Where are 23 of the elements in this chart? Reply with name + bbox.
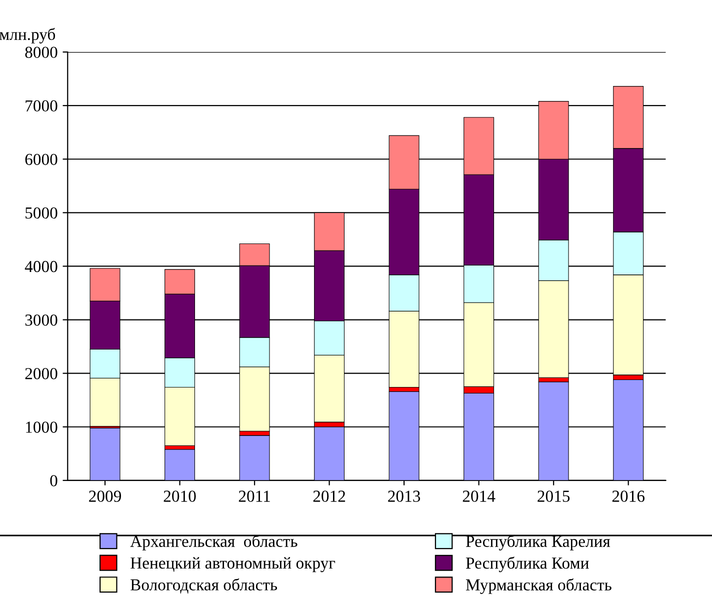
legend-label: Республика Карелия bbox=[466, 534, 610, 550]
x-tick-label: 2015 bbox=[538, 490, 570, 502]
legend-label: Мурманская область bbox=[466, 578, 612, 594]
x-tick-label: 2011 bbox=[238, 490, 270, 502]
y-tick-label: 4000 bbox=[24, 260, 58, 272]
y-tick-label: 1000 bbox=[26, 422, 58, 433]
x-tick-label: 2012 bbox=[313, 490, 346, 502]
x-tick-label: 2016 bbox=[612, 490, 645, 502]
x-tick-label: 2010 bbox=[164, 490, 196, 502]
y-tick-label: 5000 bbox=[26, 207, 58, 219]
y-tick-label: 7000 bbox=[26, 100, 58, 112]
x-tick-label: 2014 bbox=[462, 490, 496, 502]
y-tick-label: 0 bbox=[50, 475, 58, 486]
legend-label: Ненецкий автономный округ bbox=[130, 557, 336, 572]
y-tick-label: 8000 bbox=[25, 46, 58, 58]
x-tick-label: 2013 bbox=[388, 490, 420, 502]
x-tick-label: 2009 bbox=[89, 490, 122, 502]
y-tick-label: 6000 bbox=[25, 154, 58, 166]
y-tick-label: 3000 bbox=[25, 314, 58, 326]
y-tick-label: 2000 bbox=[25, 368, 58, 380]
legend-label: Вологодская область bbox=[130, 578, 278, 594]
legend-label: Республика Коми bbox=[466, 556, 589, 572]
legend-label: Архангельская область bbox=[130, 534, 298, 550]
